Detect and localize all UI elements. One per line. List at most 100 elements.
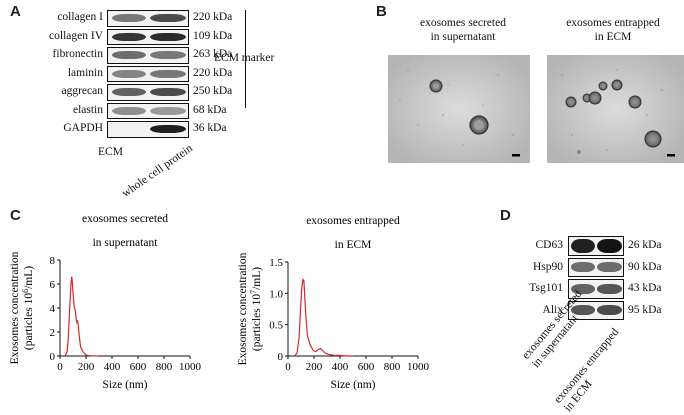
blot-a-strip — [107, 47, 189, 64]
y-axis-label-line2: (particles 106/mL) — [21, 266, 36, 350]
blot-a-kda-label: 109 kDa — [193, 29, 233, 42]
blot-band — [112, 106, 146, 115]
blot-band — [150, 106, 186, 115]
blot-a-kda-label: 220 kDa — [193, 11, 233, 23]
blot-a-kda-label: 68 kDa — [193, 103, 227, 116]
y-axis-label-line2: (particles 107/mL) — [249, 267, 264, 351]
blot-band — [150, 69, 186, 78]
blot-d-kda-label: 90 kDa — [628, 260, 662, 273]
nta-chart-svg: 0 200 400 600 800 1000 0 2 4 6 8 Size (nm) exosomes … — [9, 213, 202, 391]
y-axis-label-line1: Exosomes concentration — [237, 252, 249, 365]
blot-a-protein-label: aggrecan — [61, 85, 104, 97]
y-axis-label-line1: Exosomes concentration — [9, 251, 21, 364]
blot-d-protein-label: Tsg101 — [529, 282, 563, 294]
blot-a-strip — [107, 28, 189, 45]
blot-band — [597, 238, 622, 253]
y-axis-label-exponent: 7 — [249, 290, 258, 294]
x-tick-label: 200 — [306, 361, 323, 373]
blot-band — [112, 32, 146, 41]
blot-band — [150, 88, 186, 97]
em-caption-supernatant-line2: in supernatant — [430, 31, 496, 43]
blot-band — [571, 238, 595, 253]
blot-band — [597, 305, 622, 316]
x-tick-label: 400 — [332, 361, 349, 373]
blot-a-protein-label: elastin — [72, 103, 103, 116]
blot-d-kda-label: 43 kDa — [628, 282, 662, 294]
em-image-supernatant — [388, 55, 530, 163]
em-caption-supernatant: exosomes secreted in supernatant — [388, 16, 538, 44]
blot-a-kda-label: 263 kDa — [193, 48, 233, 60]
blot-band — [597, 283, 622, 294]
chart-title-line1: exosomes entrapped — [306, 215, 400, 227]
series-line — [64, 276, 100, 357]
blot-d-kda-label: 95 kDa — [628, 303, 662, 316]
blot-a-protein-label: collagen IV — [49, 29, 103, 42]
x-tick-label: 200 — [78, 361, 95, 373]
blot-band — [112, 88, 146, 97]
x-axis-label: Size (nm) — [102, 379, 147, 391]
blot-d-strip — [568, 257, 624, 277]
blot-d-protein-label: Alix — [542, 303, 563, 316]
panel-letter-b: B — [376, 3, 387, 20]
blot-band — [571, 262, 595, 273]
x-tick-label: 400 — [104, 361, 121, 373]
x-tick-label: 800 — [156, 361, 173, 373]
blot-band — [112, 69, 146, 78]
x-tick-label: 0 — [285, 361, 291, 373]
blot-d-strip — [568, 300, 624, 320]
y-tick-label: 6 — [50, 279, 56, 291]
y-tick-label: 0 — [278, 351, 284, 363]
ecm-marker-bracket — [245, 10, 247, 108]
blot-band — [150, 32, 186, 41]
em-caption-ecm: exosomes entrapped in ECM — [538, 16, 684, 44]
x-tick-label: 800 — [384, 361, 401, 373]
blot-d-protein-label: Hsp90 — [532, 260, 563, 273]
chart-title-line2: in ECM — [335, 239, 372, 251]
x-tick-label: 1000 — [179, 361, 202, 373]
em-caption-ecm-line2: in ECM — [594, 31, 632, 43]
y-axis-label-part: (particles 10 — [251, 294, 263, 351]
blot-a-kda-label: 220 kDa — [193, 66, 233, 79]
y-tick-label: 1.5 — [269, 257, 283, 269]
series-line — [294, 277, 353, 357]
blot-a-strip — [107, 65, 189, 82]
blot-band — [597, 262, 622, 273]
em-caption-ecm-line1: exosomes entrapped — [566, 17, 660, 29]
blot-d-protein-label: CD63 — [535, 239, 563, 251]
lane-label-ecm: ECM — [98, 146, 123, 158]
em-caption-supernatant-line1: exosomes secreted — [420, 17, 506, 29]
blot-a-strip — [107, 121, 189, 138]
panel-letter-a: A — [10, 3, 21, 20]
blot-a-kda-label: 36 kDa — [193, 122, 227, 134]
blot-band — [150, 125, 186, 134]
y-tick-label: 2 — [50, 327, 56, 339]
y-tick-label: 4 — [50, 303, 56, 315]
blot-a-protein-label: fibronectin — [52, 48, 103, 60]
y-axis-label-part: /mL) — [23, 266, 35, 289]
chart-title-line1: exosomes secreted — [82, 213, 168, 225]
chart-title-line2: in supernatant — [93, 237, 159, 249]
blot-band — [571, 283, 595, 294]
blot-d-strip — [568, 236, 624, 256]
blot-a-strip — [107, 84, 189, 101]
blot-a-protein-label: GAPDH — [63, 122, 103, 134]
y-tick-label: 0 — [50, 351, 56, 363]
y-tick-label: 1.0 — [269, 288, 283, 300]
em-image-ecm — [547, 55, 684, 163]
blot-band — [112, 51, 146, 60]
y-tick-label: 0.5 — [269, 320, 283, 332]
nta-chart-svg: 0 200 400 600 800 1000 0 0.5 1.0 1.5 Size (nm) exos… — [237, 215, 430, 391]
blot-band — [571, 305, 595, 316]
blot-band — [112, 14, 146, 23]
y-axis-label-part: (particles 10 — [23, 293, 35, 350]
x-tick-label: 0 — [57, 361, 63, 373]
blot-a-strip — [107, 102, 189, 119]
blot-band — [150, 51, 186, 60]
y-axis-label-part: /mL) — [251, 267, 263, 290]
y-axis-label-exponent: 6 — [21, 289, 30, 293]
x-tick-label: 600 — [130, 361, 147, 373]
blot-a-kda-label: 250 kDa — [193, 85, 233, 97]
y-tick-label: 8 — [50, 255, 56, 267]
blot-d-kda-label: 26 kDa — [628, 239, 662, 251]
x-axis-label: Size (nm) — [330, 379, 375, 391]
